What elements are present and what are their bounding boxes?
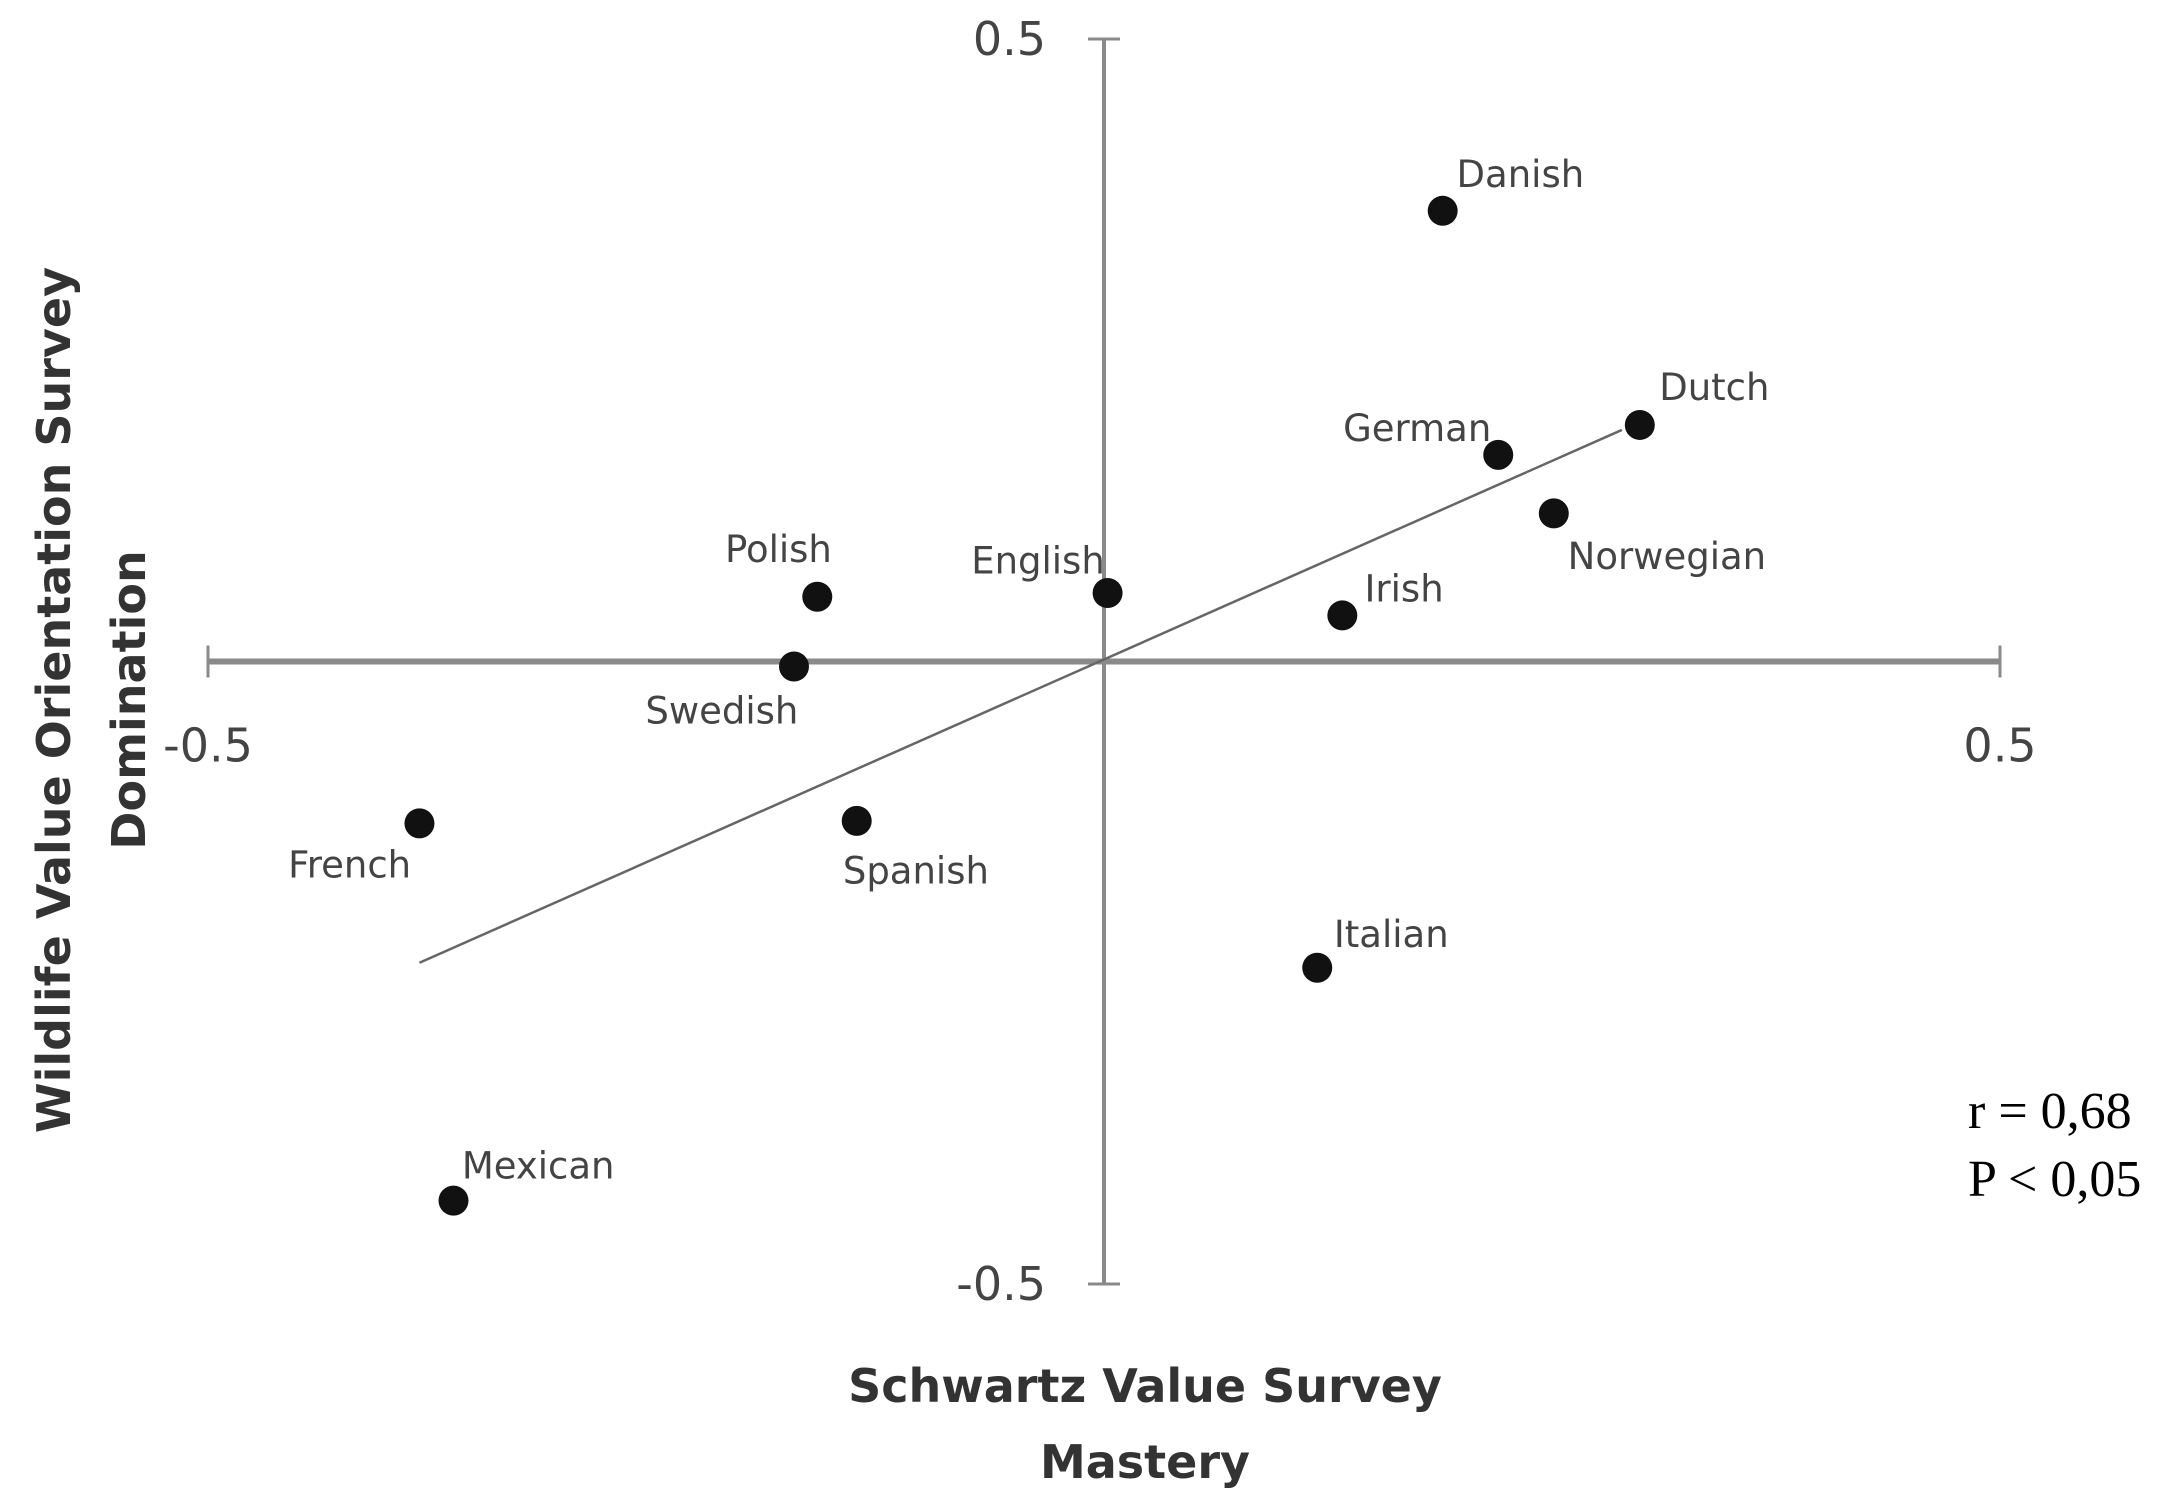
point-label: Spanish — [843, 849, 989, 892]
point-label: Mexican — [462, 1144, 615, 1187]
y-axis-title: Wildlife Value Orientation Survey — [27, 267, 81, 1133]
point-label: German — [1343, 407, 1491, 450]
x-tick-label: 0.5 — [1963, 719, 2036, 773]
y-tick-label: -0.5 — [956, 1257, 1046, 1311]
annotation: r = 0,68 — [1968, 1083, 2132, 1140]
point — [1483, 439, 1514, 470]
point — [802, 581, 833, 612]
point-label: Polish — [725, 528, 832, 571]
y-tick-label: 0.5 — [973, 12, 1046, 66]
point-label: Swedish — [645, 689, 798, 732]
point-label: Dutch — [1659, 366, 1769, 409]
point — [1427, 195, 1458, 226]
trend-line — [418, 428, 1623, 964]
x-tick-label: -0.5 — [163, 719, 253, 773]
point-label: French — [288, 843, 411, 886]
point-label: Danish — [1457, 153, 1585, 196]
point — [1538, 498, 1569, 529]
point — [841, 805, 872, 836]
x-axis-title: Schwartz Value Survey — [848, 1359, 1442, 1413]
x-axis-title: Mastery — [1040, 1435, 1250, 1488]
point-label: Italian — [1334, 913, 1449, 956]
point-label: English — [971, 540, 1105, 583]
point-label: Irish — [1365, 568, 1444, 611]
point — [778, 651, 809, 682]
point — [438, 1185, 469, 1216]
point — [404, 808, 435, 839]
point — [1624, 409, 1655, 440]
y-axis-title: Domination — [102, 550, 156, 849]
point-label: Norwegian — [1568, 535, 1766, 578]
point — [1092, 578, 1123, 609]
point — [1302, 952, 1333, 983]
annotation: P < 0,05 — [1968, 1151, 2141, 1208]
point — [1327, 600, 1358, 631]
